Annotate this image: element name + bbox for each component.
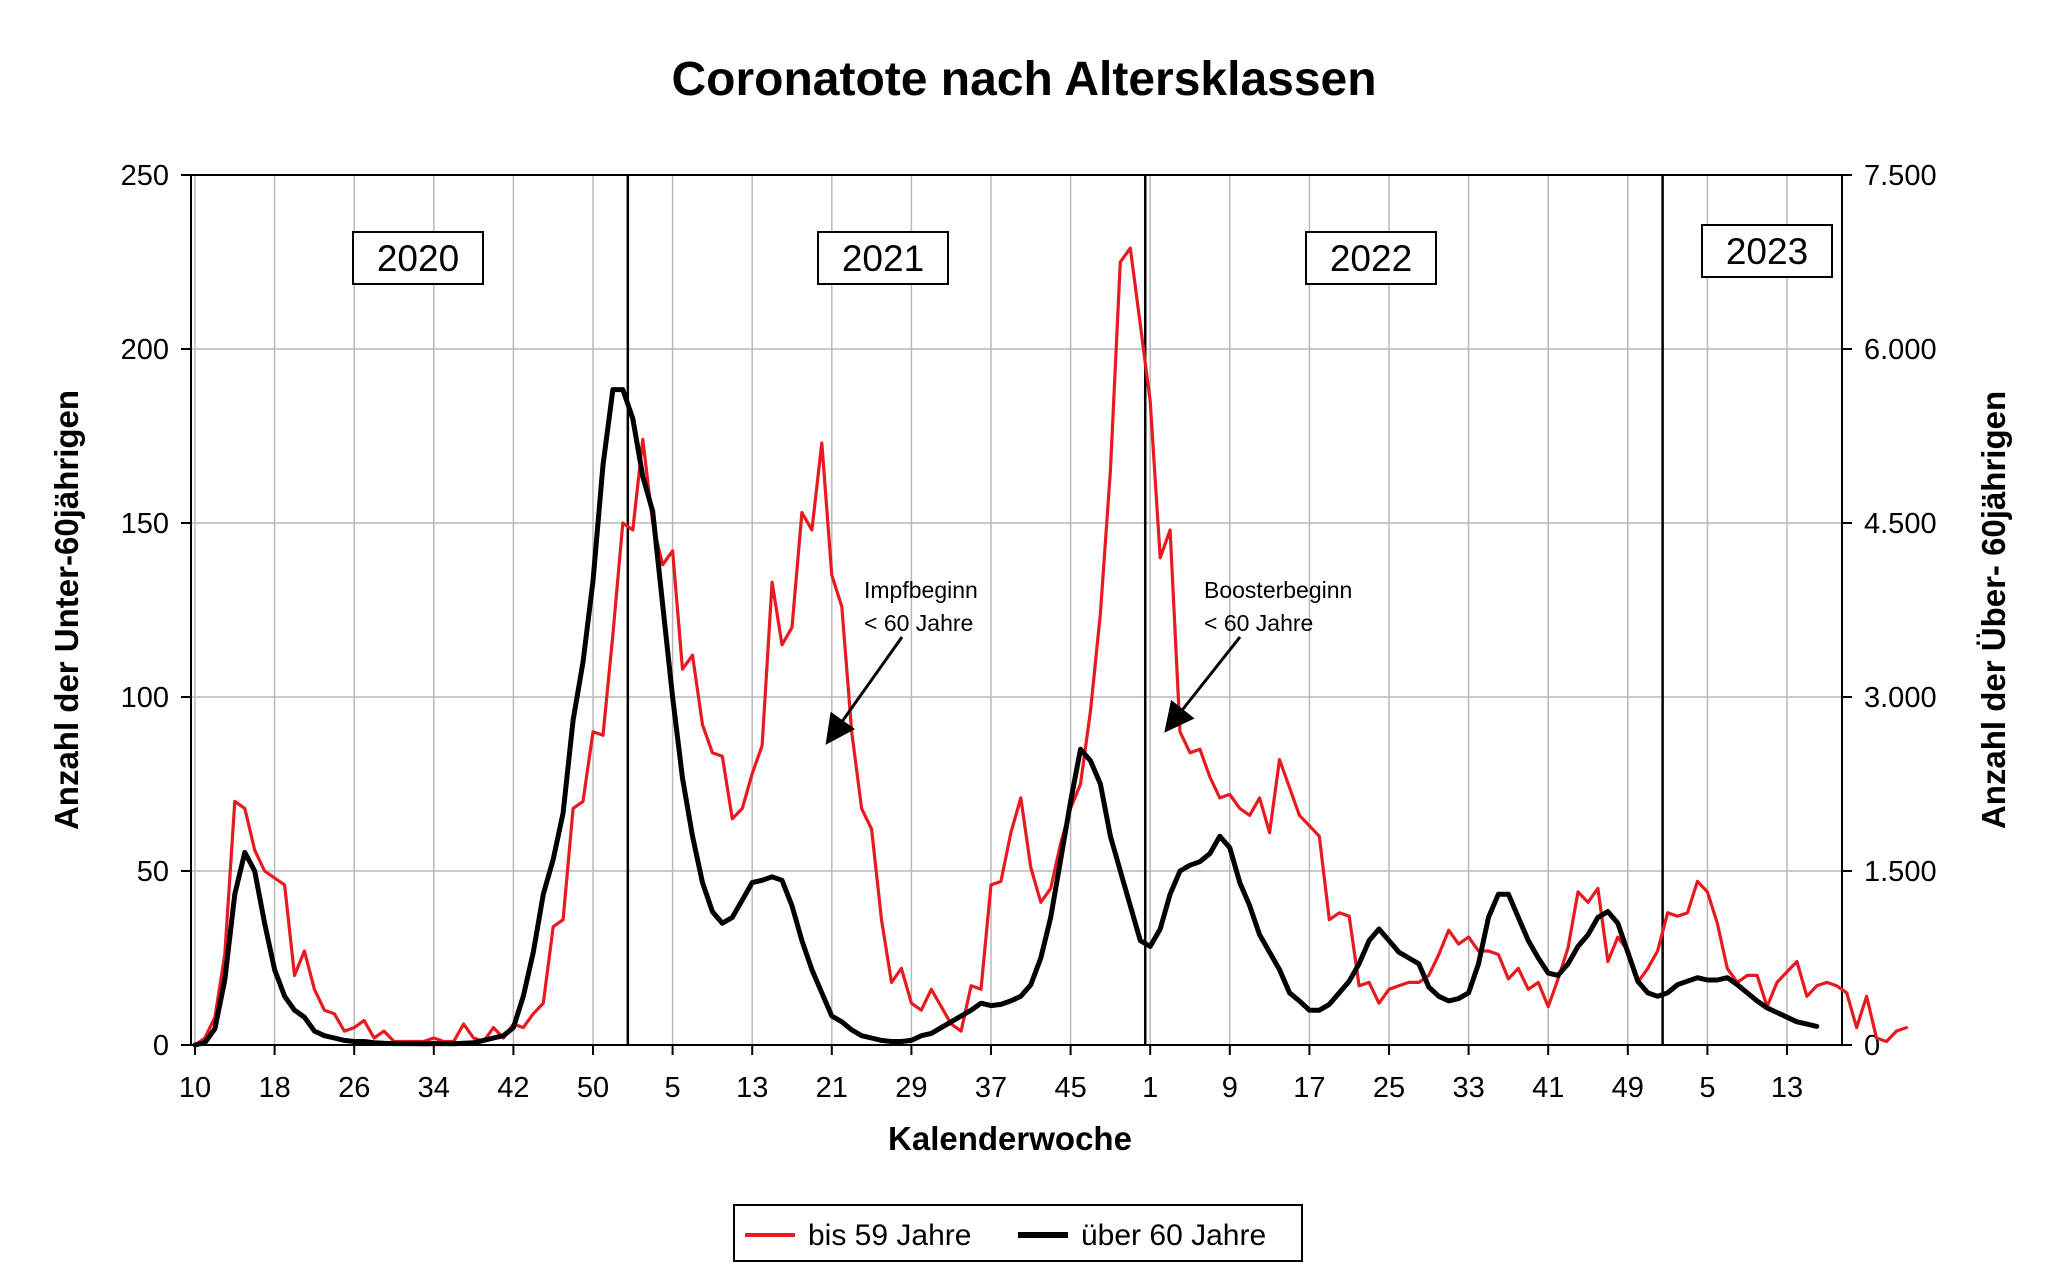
plot-frame (190, 174, 1843, 1046)
year-label: 2023 (1726, 231, 1808, 272)
legend: bis 59 Jahre über 60 Jahre (733, 1204, 1303, 1262)
y-right-tick-label: 0 (1864, 1030, 1880, 1062)
legend-label: über 60 Jahre (1081, 1219, 1266, 1252)
year-label-box (1701, 224, 1833, 278)
y-left-tick-label: 50 (137, 856, 169, 888)
year-label-box (817, 231, 949, 285)
annotation-text: Impfbeginn (864, 577, 978, 603)
y-left-tick-label: 250 (121, 160, 169, 192)
x-tick-label: 41 (1532, 1072, 1564, 1104)
grid (191, 174, 1842, 1046)
x-tick-label: 25 (1373, 1072, 1405, 1104)
year-label: 2021 (842, 238, 924, 279)
legend-label: bis 59 Jahre (808, 1219, 971, 1252)
y-right-tick-label: 1.500 (1864, 856, 1937, 888)
x-tick-label: 13 (736, 1072, 768, 1104)
series-line-ueber-60 (192, 387, 1820, 1048)
x-tick-label: 26 (338, 1072, 370, 1104)
y-left-tick-label: 150 (121, 508, 169, 540)
right-y-axis: 0 1.500 3.000 4.500 6.000 7.500 (1842, 160, 1937, 1062)
year-separators (626, 175, 1664, 1045)
x-tick-label: 21 (816, 1072, 848, 1104)
x-tick-label: 50 (577, 1072, 609, 1104)
y-left-tick-label: 100 (121, 682, 169, 714)
x-tick-label: 42 (497, 1072, 529, 1104)
x-tick-label: 5 (1699, 1072, 1715, 1104)
annotation-arrow (825, 636, 904, 745)
year-label-box (1305, 231, 1437, 285)
year-label: 2020 (377, 238, 459, 279)
left-y-axis: 0 50 100 150 200 250 (121, 160, 191, 1062)
annotation-text: < 60 Jahre (864, 610, 973, 636)
x-axis-label: Kalenderwoche (888, 1120, 1132, 1157)
x-tick-label: 29 (895, 1072, 927, 1104)
x-tick-label: 37 (975, 1072, 1007, 1104)
y-axis-right-label: Anzahl der Über- 60jährigen (1975, 391, 2012, 829)
annotation-arrow (1164, 636, 1242, 733)
annotation-text: Boosterbeginn (1204, 577, 1352, 603)
x-tick-label: 45 (1054, 1072, 1086, 1104)
chart-title: Coronatote nach Altersklassen (671, 53, 1376, 106)
x-tick-label: 13 (1771, 1072, 1803, 1104)
x-tick-label: 10 (179, 1072, 211, 1104)
y-left-tick-label: 200 (121, 334, 169, 366)
y-right-tick-label: 6.000 (1864, 334, 1937, 366)
x-tick-label: 49 (1612, 1072, 1644, 1104)
y-right-tick-label: 4.500 (1864, 508, 1937, 540)
x-axis: 10 18 26 34 42 50 5 13 21 29 37 45 1 9 17 25 33 41 49 5 13 (179, 1045, 1803, 1104)
y-right-tick-label: 3.000 (1864, 682, 1937, 714)
y-right-tick-label: 7.500 (1864, 160, 1937, 192)
series-lines (192, 246, 1909, 1048)
x-tick-label: 18 (258, 1072, 290, 1104)
annotations: Impfbeginn < 60 Jahre Boosterbeginn < 60 Ja… (825, 577, 1352, 745)
y-left-tick-label: 0 (153, 1030, 169, 1062)
y-axis-left-label: Anzahl der Unter-60jährigen (48, 390, 85, 830)
year-label-box (352, 231, 484, 285)
x-tick-label: 1 (1142, 1072, 1158, 1104)
x-tick-label: 33 (1452, 1072, 1484, 1104)
x-tick-label: 17 (1293, 1072, 1325, 1104)
year-label: 2022 (1330, 238, 1412, 279)
x-tick-label: 9 (1222, 1072, 1238, 1104)
x-tick-label: 5 (665, 1072, 681, 1104)
annotation-text: < 60 Jahre (1204, 610, 1313, 636)
year-labels: 2020 2021 2022 2023 (352, 224, 1833, 285)
x-tick-label: 34 (418, 1072, 450, 1104)
